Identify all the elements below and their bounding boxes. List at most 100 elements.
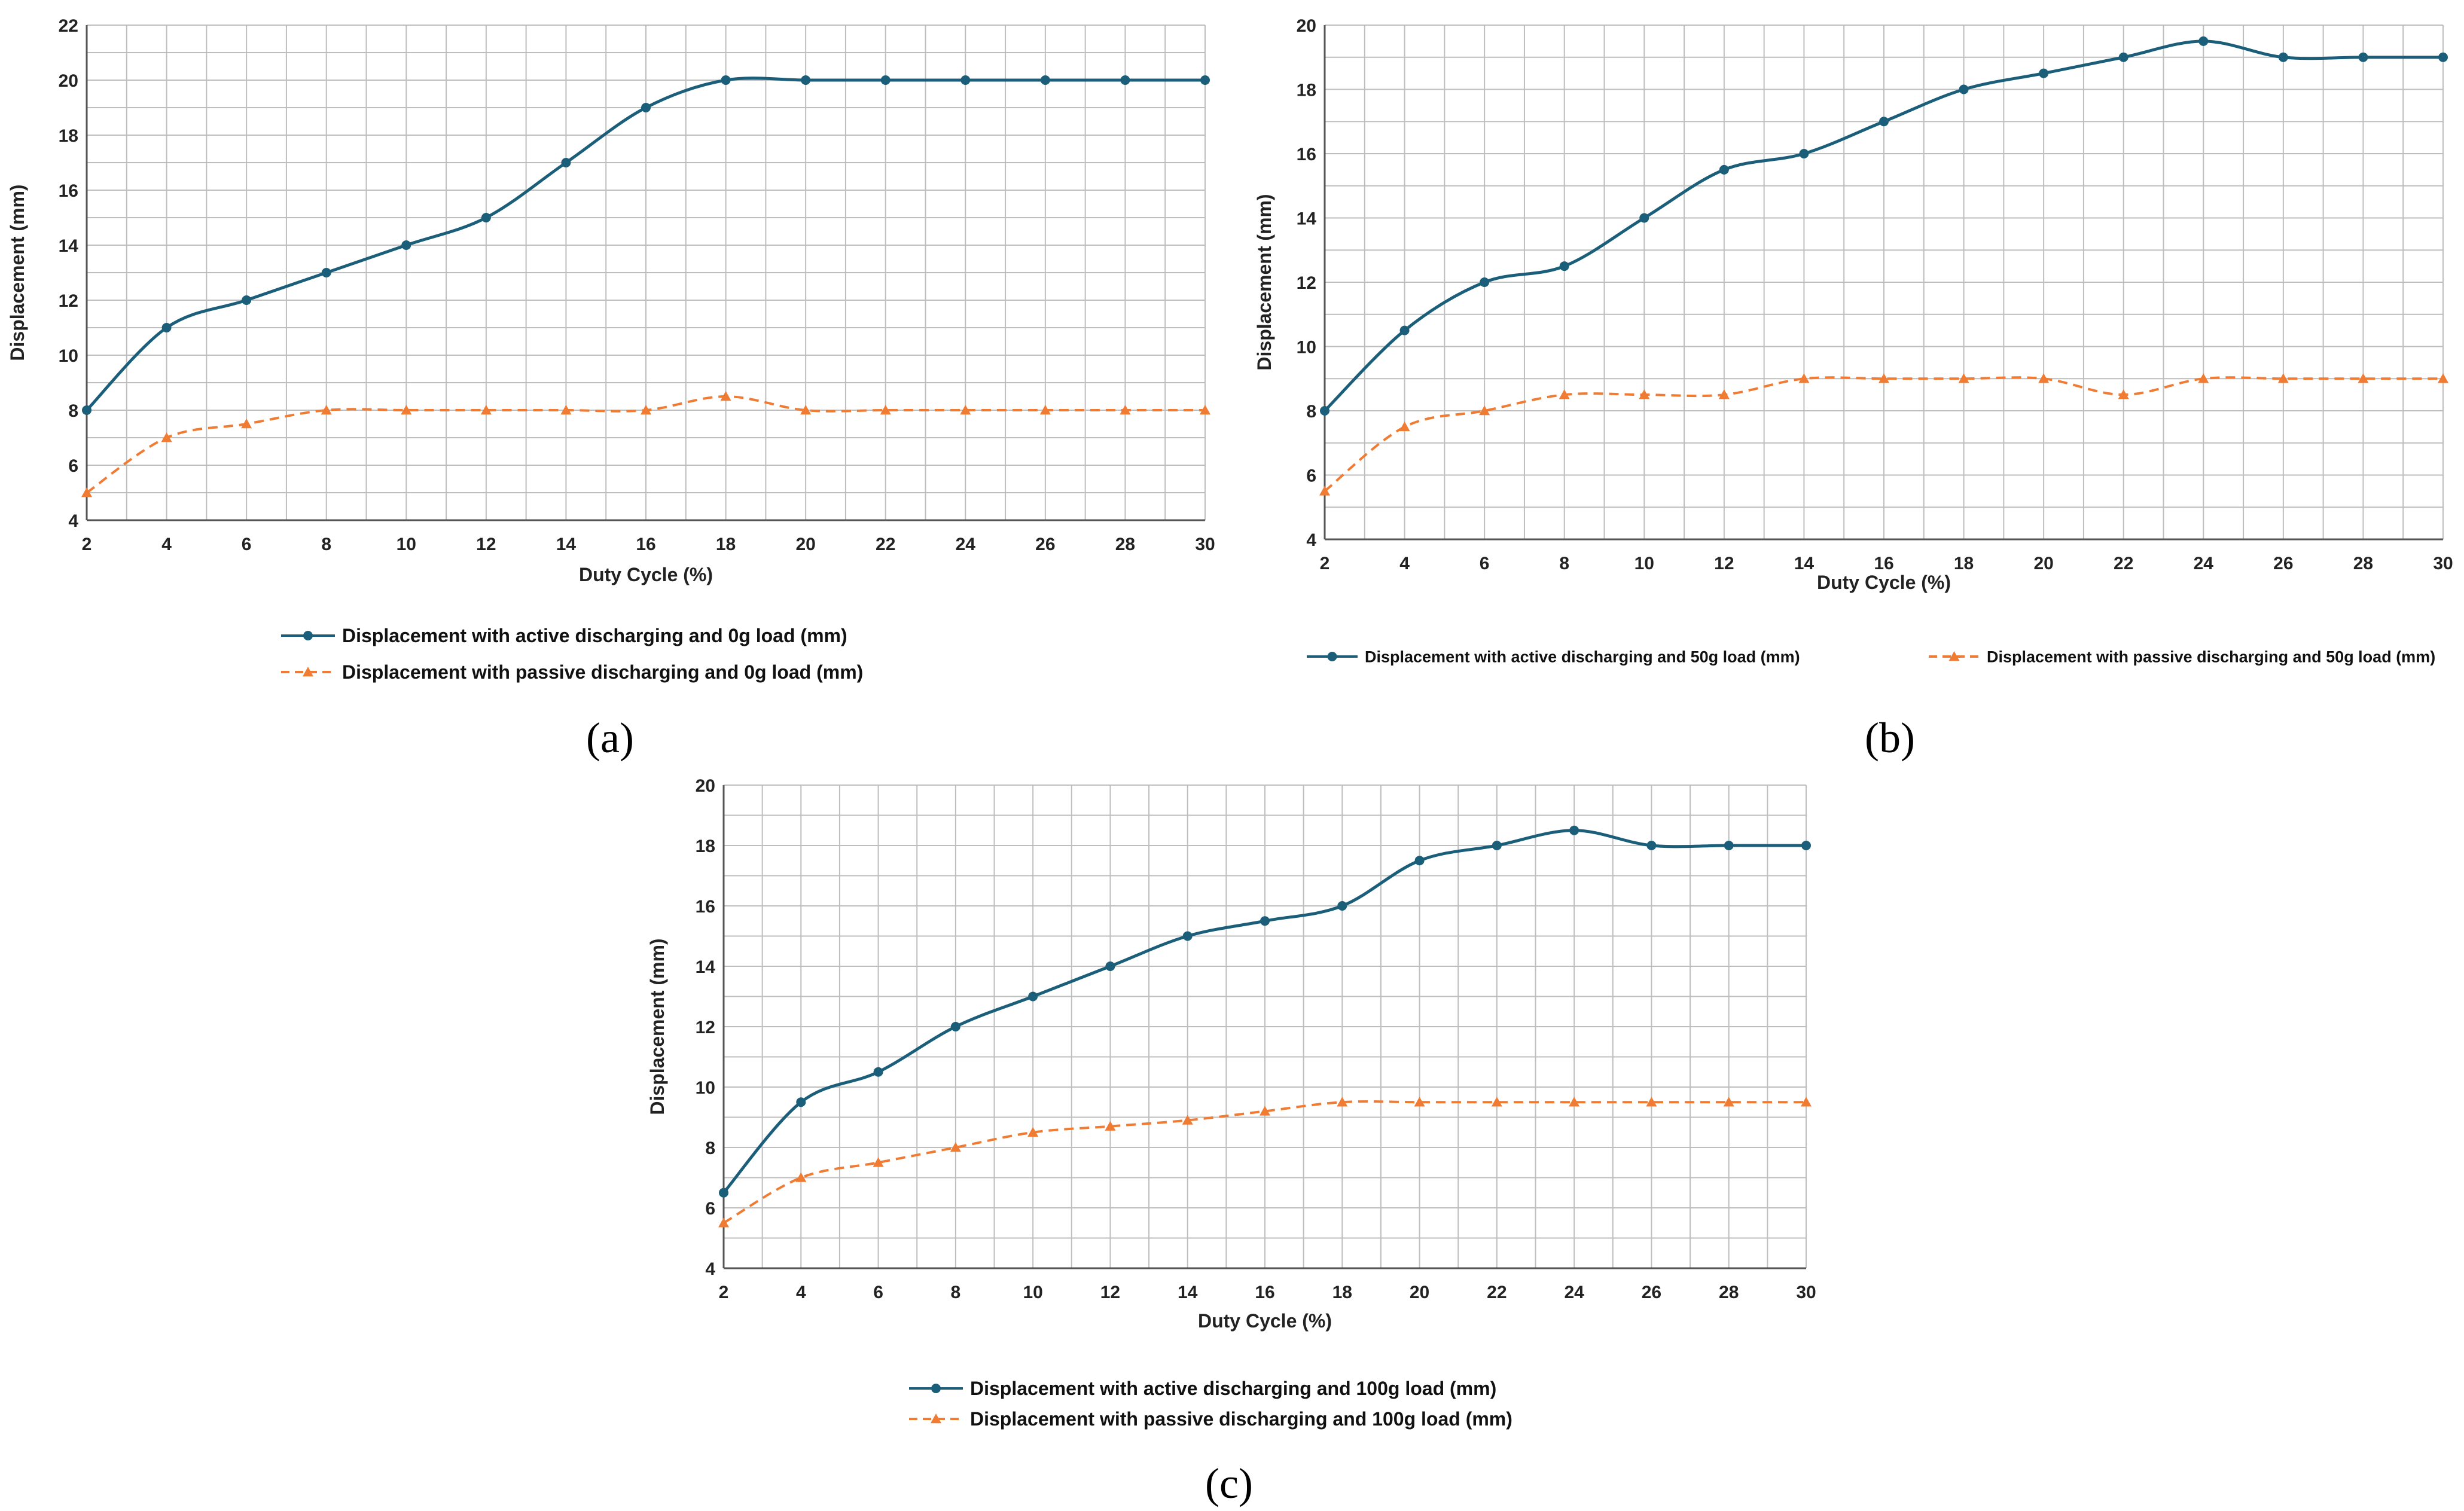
y-tick-label: 6: [705, 1199, 715, 1219]
y-tick-label: 8: [68, 401, 78, 421]
series-active: [82, 75, 1210, 415]
y-tick-label: 18: [696, 837, 715, 856]
x-tick-label: 28: [1719, 1283, 1739, 1302]
chart-panel-1: 2 4 6 8 10 12 14 16 18 20 22 24 26 28 3046810121416182…: [1254, 16, 2453, 762]
x-tick-label: 8: [321, 535, 331, 554]
legend-item: Displacement with passive discharging an…: [1929, 648, 2435, 666]
data-point: [2358, 52, 2368, 62]
legend-item: Displacement with active discharging and…: [281, 625, 847, 646]
data-point: [1491, 1097, 1502, 1107]
data-point: [1399, 421, 1410, 432]
y-tick-label: 10: [59, 346, 78, 366]
data-point: [720, 391, 731, 401]
legend-marker: [931, 1414, 941, 1424]
data-point: [1492, 841, 1502, 850]
legend-marker: [1327, 652, 1337, 661]
grid: [723, 785, 1807, 1269]
data-point: [1801, 841, 1811, 850]
data-point: [1646, 841, 1657, 850]
data-point: [1105, 1121, 1116, 1131]
data-point: [2438, 52, 2448, 62]
data-point: [1260, 1106, 1270, 1116]
y-tick-label: 20: [1297, 16, 1316, 36]
y-tick-label: 16: [1297, 145, 1316, 164]
x-tick-label: 18: [1954, 554, 1974, 573]
data-point: [321, 268, 331, 277]
y-tick-label: 6: [1306, 466, 1316, 486]
legend: Displacement with active discharging and…: [1307, 648, 2435, 666]
data-point: [950, 1022, 960, 1031]
data-point: [880, 75, 891, 85]
data-point: [2039, 68, 2049, 78]
x-tick-label: 8: [951, 1283, 961, 1302]
y-tick-label: 12: [696, 1018, 715, 1037]
x-tick-label: 26: [2273, 554, 2293, 573]
data-point: [401, 240, 411, 250]
series-passive: [718, 1097, 1812, 1228]
x-tick-label: 2: [719, 1283, 729, 1302]
x-tick-label: 22: [1487, 1283, 1507, 1302]
x-tick-label: 20: [795, 535, 815, 554]
x-tick-label: 20: [2033, 554, 2053, 573]
y-tick-label: 20: [696, 776, 715, 796]
legend-marker: [931, 1384, 941, 1393]
data-point: [873, 1157, 884, 1167]
data-point: [1320, 406, 1329, 416]
data-point: [401, 405, 412, 415]
legend-marker: [1948, 651, 1960, 661]
series-passive: [81, 391, 1210, 497]
data-point: [719, 1188, 728, 1198]
data-point: [641, 405, 651, 415]
x-axis-title: Duty Cycle (%): [579, 564, 713, 585]
x-tick-label: 10: [1023, 1283, 1042, 1302]
data-point: [960, 75, 971, 85]
data-point: [801, 75, 811, 85]
chart-panel-0: 2 4 6 8 10 12 14 16 18 20 22 24 26 28 3046810121416182…: [7, 16, 1215, 762]
data-point: [1646, 1097, 1657, 1107]
data-point: [481, 213, 491, 222]
panel-label: (c): [1205, 1460, 1253, 1507]
y-tick-label: 18: [1297, 81, 1316, 100]
legend-label: Displacement with active discharging and…: [970, 1378, 1496, 1399]
panel-label: (b): [1865, 714, 1915, 762]
legend-label: Displacement with passive discharging an…: [342, 661, 863, 683]
data-point: [796, 1097, 806, 1107]
data-point: [1027, 1127, 1039, 1137]
data-point: [880, 405, 891, 415]
legend-label: Displacement with passive discharging an…: [970, 1408, 1512, 1430]
data-point: [2278, 52, 2288, 62]
series-passive: [1319, 373, 2448, 496]
x-tick-label: 10: [397, 535, 416, 554]
data-point: [161, 323, 172, 332]
data-point: [1799, 149, 1809, 158]
data-point: [161, 432, 172, 442]
series-line: [86, 77, 1205, 411]
legend: Displacement with active discharging and…: [909, 1378, 1512, 1430]
data-point: [1569, 825, 1579, 835]
y-tick-label: 18: [59, 126, 78, 146]
series-line: [1324, 39, 2443, 412]
data-point: [2438, 373, 2448, 383]
x-tick-label: 24: [1564, 1283, 1584, 1302]
x-tick-label: 26: [1035, 535, 1055, 554]
x-tick-label: 8: [1559, 554, 1569, 573]
data-point: [2358, 373, 2369, 383]
data-point: [2118, 52, 2128, 62]
x-tick-label: 22: [2114, 554, 2133, 573]
data-point: [1959, 84, 1969, 94]
data-point: [560, 405, 572, 415]
legend-label: Displacement with active discharging and…: [1365, 648, 1800, 666]
series-active: [1320, 36, 2448, 416]
data-point: [1479, 405, 1490, 416]
data-point: [1480, 277, 1490, 287]
y-tick-label: 12: [59, 291, 78, 311]
x-tick-label: 6: [873, 1283, 883, 1302]
legend-label: Displacement with passive discharging an…: [1987, 648, 2435, 666]
data-point: [641, 103, 651, 112]
legend-item: Displacement with passive discharging an…: [281, 661, 863, 683]
x-tick-label: 6: [1480, 554, 1490, 573]
x-tick-label: 22: [876, 535, 895, 554]
x-tick-label: 30: [1195, 535, 1215, 554]
legend-item: Displacement with passive discharging an…: [909, 1408, 1512, 1430]
data-point: [1182, 931, 1193, 941]
